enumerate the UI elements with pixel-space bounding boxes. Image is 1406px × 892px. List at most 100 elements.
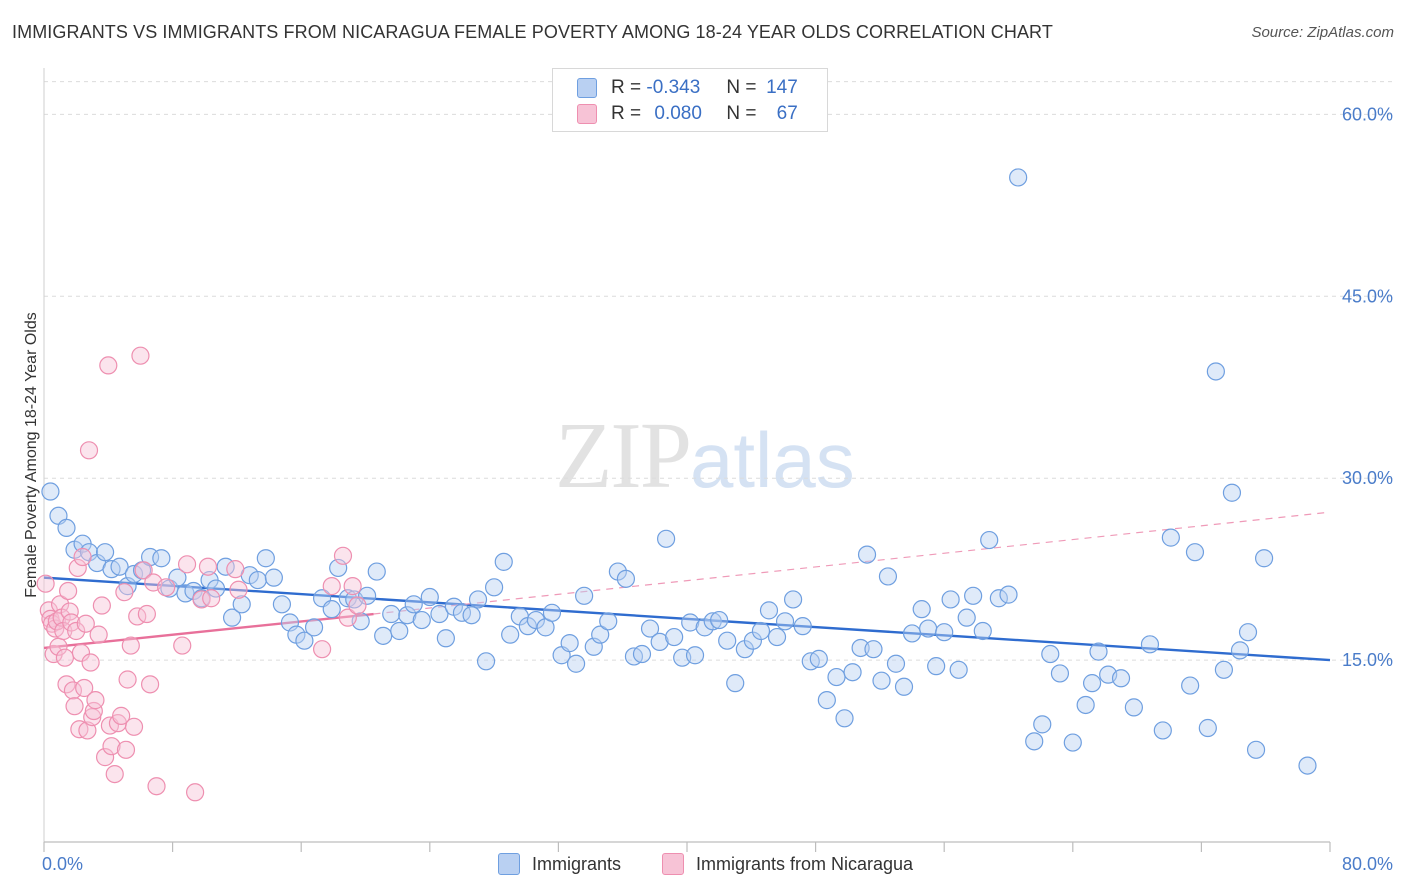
nicaragua-point — [131, 346, 150, 365]
immigrants-point — [382, 604, 401, 624]
nicaragua-point — [63, 681, 83, 700]
immigrants-point — [616, 569, 636, 588]
immigrants-point — [599, 612, 618, 631]
immigrants-point — [935, 623, 954, 642]
nicaragua-point — [134, 561, 153, 580]
legend-n-value-nicaragua: 67 — [776, 103, 798, 124]
nicaragua-point — [115, 583, 134, 602]
immigrants-point — [374, 626, 393, 645]
series-legend-nicaragua: Immigrants from Nicaragua — [662, 852, 913, 876]
immigrants-point — [857, 545, 877, 564]
legend-row-nicaragua: R = 0.080 N = 67 — [577, 101, 798, 127]
legend-r-label: R = — [611, 77, 642, 98]
nicaragua-point — [202, 589, 221, 608]
nicaragua-point — [338, 608, 357, 627]
immigrants-point — [1214, 660, 1234, 679]
immigrants-point — [256, 549, 275, 568]
immigrants-point — [1063, 733, 1082, 752]
nicaragua-point — [312, 640, 332, 659]
nicaragua-point — [343, 577, 362, 596]
immigrants-point — [1111, 669, 1131, 688]
immigrants-point — [398, 606, 417, 625]
immigrants-point — [1140, 635, 1160, 654]
nicaragua-point — [121, 636, 140, 655]
immigrants-point — [949, 660, 968, 679]
nicaragua-point — [68, 558, 87, 578]
immigrants-point — [566, 654, 586, 673]
nicaragua-point — [173, 636, 192, 655]
y-tick-label: 45.0% — [1342, 286, 1393, 306]
immigrants-point — [864, 640, 883, 659]
immigrants-point — [1222, 483, 1242, 502]
immigrants-point — [973, 621, 992, 641]
nicaragua-point — [67, 621, 86, 641]
nicaragua-point — [137, 604, 156, 624]
x-tick-label: 0.0% — [42, 854, 83, 874]
watermark-zip: ZIP — [555, 404, 692, 508]
immigrants-point — [1161, 528, 1180, 547]
immigrants-point — [665, 627, 684, 647]
immigrants-point — [542, 603, 562, 622]
immigrants-point — [1298, 756, 1317, 775]
immigrants-point — [980, 530, 999, 550]
immigrants-point — [1181, 676, 1200, 695]
immigrants-point — [272, 595, 292, 614]
immigrants-point — [1153, 721, 1172, 740]
immigrants-point — [1041, 644, 1060, 664]
nicaragua-point — [348, 596, 367, 615]
immigrants-point — [436, 629, 455, 648]
y-axis-title: Female Poverty Among 18-24 Year Olds — [23, 312, 40, 598]
nicaragua-point — [322, 577, 341, 596]
nicaragua-point — [62, 613, 81, 632]
nicaragua-point — [102, 737, 121, 756]
nicaragua-point — [59, 581, 78, 601]
nicaragua-point — [177, 555, 197, 574]
series-label-immigrants: Immigrants — [532, 853, 622, 874]
y-tick-label: 15.0% — [1342, 650, 1393, 670]
immigrants-point — [304, 618, 324, 637]
immigrants-point — [295, 631, 314, 650]
legend-r-label: R = — [611, 103, 642, 124]
immigrants-point — [999, 585, 1018, 604]
immigrants-point — [912, 600, 931, 619]
nicaragua-point — [89, 625, 108, 644]
series-label-nicaragua: Immigrants from Nicaragua — [696, 853, 914, 874]
immigrants-point — [685, 646, 705, 665]
nicaragua-point — [147, 777, 166, 796]
nicaragua-point — [229, 580, 248, 599]
nicaragua-point — [79, 441, 99, 460]
immigrants-point — [1050, 664, 1070, 683]
immigrants-point — [1238, 623, 1258, 642]
y-tick-label: 30.0% — [1342, 468, 1393, 488]
legend-swatch-nicaragua — [577, 104, 597, 124]
immigrants-point — [759, 601, 779, 620]
series-swatch-immigrants — [498, 853, 520, 875]
immigrants-point — [248, 570, 267, 590]
immigrants-point — [843, 663, 862, 682]
immigrants-point — [412, 610, 431, 630]
immigrants-point — [751, 621, 771, 641]
immigrants-point — [526, 610, 545, 630]
immigrants-point — [110, 557, 129, 576]
immigrants-point — [817, 691, 836, 710]
immigrants-point — [1246, 740, 1266, 759]
nicaragua-point — [124, 717, 144, 736]
immigrants-point — [232, 595, 251, 614]
immigrants-point — [681, 613, 700, 632]
nicaragua-point — [198, 557, 218, 576]
nicaragua-point — [71, 643, 91, 662]
immigrants-trend-line — [43, 576, 1331, 662]
immigrants-point — [1254, 549, 1274, 568]
immigrants-point — [494, 552, 513, 571]
legend-r-value-nicaragua: 0.080 — [654, 103, 702, 124]
immigrants-point — [404, 595, 423, 614]
nicaragua-point — [50, 595, 70, 614]
legend-n-label: N = — [726, 103, 757, 124]
watermark: ZIPatlas — [555, 402, 855, 510]
legend-r-value-immigrants: -0.343 — [646, 77, 701, 98]
immigrants-point — [1033, 715, 1052, 734]
immigrants-point — [501, 625, 520, 644]
immigrants-point — [1082, 674, 1102, 693]
immigrants-point — [206, 579, 226, 598]
